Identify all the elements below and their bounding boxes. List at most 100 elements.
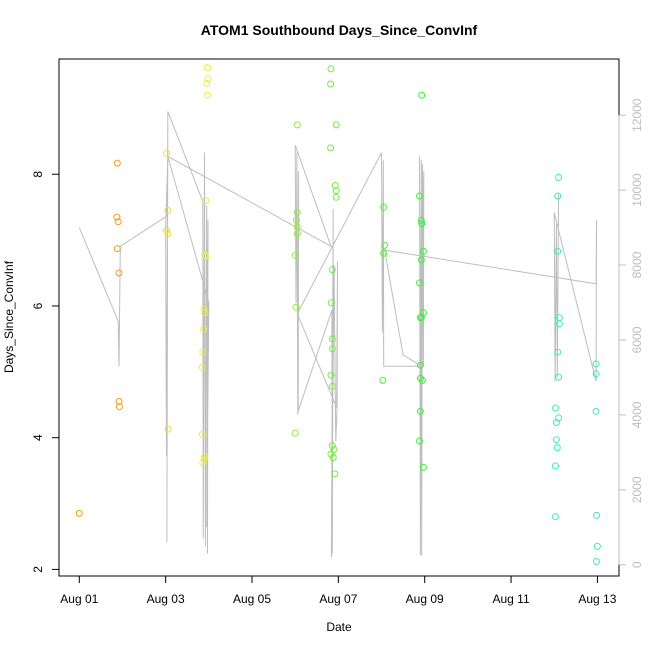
data-point bbox=[202, 197, 210, 205]
scatter-points-layer bbox=[75, 64, 601, 565]
data-point bbox=[593, 558, 600, 565]
data-point bbox=[328, 345, 336, 353]
data-point bbox=[200, 325, 208, 333]
data-point bbox=[164, 425, 172, 433]
data-point bbox=[292, 303, 300, 311]
x-axis: Aug 01 Aug 03 Aug 05 Aug 07 Aug 09 Aug 11 Aug … bbox=[60, 575, 617, 606]
data-point bbox=[201, 251, 209, 259]
data-point bbox=[555, 373, 563, 381]
y2-tick-label: 10000 bbox=[630, 173, 644, 207]
secondary-y-axis: 0 2000 4000 6000 8000 10000 12000 bbox=[618, 98, 644, 568]
data-point bbox=[198, 363, 206, 371]
data-point bbox=[328, 442, 336, 450]
x-tick-label: Aug 03 bbox=[147, 592, 185, 606]
data-point bbox=[293, 223, 301, 231]
data-point bbox=[418, 220, 426, 228]
data-point bbox=[419, 463, 427, 471]
y2-tick-label: 8000 bbox=[630, 251, 644, 278]
secondary-series-line bbox=[78, 111, 597, 558]
data-point bbox=[379, 376, 387, 384]
data-point bbox=[200, 305, 208, 313]
data-point bbox=[416, 407, 424, 415]
data-point bbox=[331, 182, 339, 189]
data-point bbox=[416, 192, 423, 200]
data-point bbox=[327, 80, 335, 88]
x-tick-label: Aug 13 bbox=[578, 592, 616, 606]
data-point bbox=[114, 218, 122, 226]
data-point bbox=[552, 419, 560, 426]
x-tick-label: Aug 11 bbox=[492, 592, 529, 606]
y-axis: 2 4 6 8 bbox=[31, 171, 60, 573]
data-point bbox=[293, 121, 301, 129]
data-point bbox=[380, 203, 388, 211]
data-point bbox=[115, 398, 123, 405]
data-point bbox=[416, 279, 423, 287]
data-point bbox=[416, 314, 424, 322]
y-tick-label: 2 bbox=[31, 566, 45, 573]
y2-tick-label: 12000 bbox=[630, 98, 644, 132]
data-point bbox=[552, 462, 559, 470]
y2-tick-label: 4000 bbox=[630, 401, 644, 428]
data-point bbox=[164, 230, 172, 237]
data-point bbox=[380, 249, 388, 257]
data-point bbox=[328, 266, 336, 274]
data-point bbox=[332, 121, 340, 129]
data-point bbox=[164, 207, 172, 214]
data-point bbox=[329, 454, 337, 461]
data-point bbox=[419, 247, 427, 255]
data-point bbox=[332, 187, 340, 195]
data-point bbox=[554, 192, 562, 200]
data-point bbox=[416, 374, 424, 382]
data-point bbox=[554, 247, 562, 255]
data-point bbox=[113, 245, 121, 253]
y2-tick-label: 2000 bbox=[630, 476, 644, 503]
y-tick-label: 6 bbox=[31, 302, 45, 309]
data-point bbox=[417, 256, 425, 264]
y-tick-label: 8 bbox=[31, 171, 45, 178]
data-point bbox=[198, 430, 206, 438]
data-point bbox=[202, 253, 210, 261]
data-point bbox=[417, 216, 425, 224]
data-point bbox=[327, 299, 335, 307]
data-point bbox=[327, 65, 335, 73]
data-point bbox=[592, 360, 600, 368]
data-point bbox=[293, 216, 300, 224]
data-point bbox=[416, 437, 423, 445]
data-point bbox=[381, 241, 389, 249]
data-point bbox=[115, 403, 123, 411]
data-point bbox=[327, 144, 335, 152]
data-point bbox=[200, 455, 208, 463]
data-point bbox=[332, 193, 340, 201]
data-point bbox=[293, 230, 301, 237]
data-point bbox=[163, 149, 170, 157]
data-point bbox=[552, 513, 559, 521]
data-point bbox=[203, 79, 211, 87]
data-point bbox=[553, 444, 561, 452]
data-point bbox=[416, 361, 424, 369]
data-point bbox=[327, 371, 335, 379]
plot-frame bbox=[58, 58, 620, 577]
data-point bbox=[199, 348, 207, 356]
chart-title: ATOM1 Southbound Days_Since_ConvInf bbox=[201, 22, 478, 38]
data-point bbox=[204, 91, 211, 99]
y-tick-label: 4 bbox=[31, 434, 45, 441]
data-point bbox=[201, 309, 209, 317]
data-point bbox=[592, 407, 600, 415]
y2-tick-label: 6000 bbox=[630, 326, 644, 353]
x-tick-label: Aug 07 bbox=[319, 592, 357, 606]
data-point bbox=[293, 209, 301, 216]
data-point bbox=[592, 370, 600, 378]
data-point bbox=[115, 269, 123, 277]
data-point bbox=[113, 213, 121, 221]
data-point bbox=[552, 404, 559, 412]
data-point bbox=[75, 509, 83, 517]
data-point bbox=[328, 382, 336, 390]
data-point bbox=[593, 542, 601, 550]
data-point bbox=[291, 251, 299, 259]
data-point bbox=[204, 64, 211, 72]
data-point bbox=[418, 91, 426, 99]
data-point bbox=[555, 320, 563, 328]
y2-tick-label: 0 bbox=[630, 561, 644, 568]
data-point bbox=[419, 376, 426, 384]
